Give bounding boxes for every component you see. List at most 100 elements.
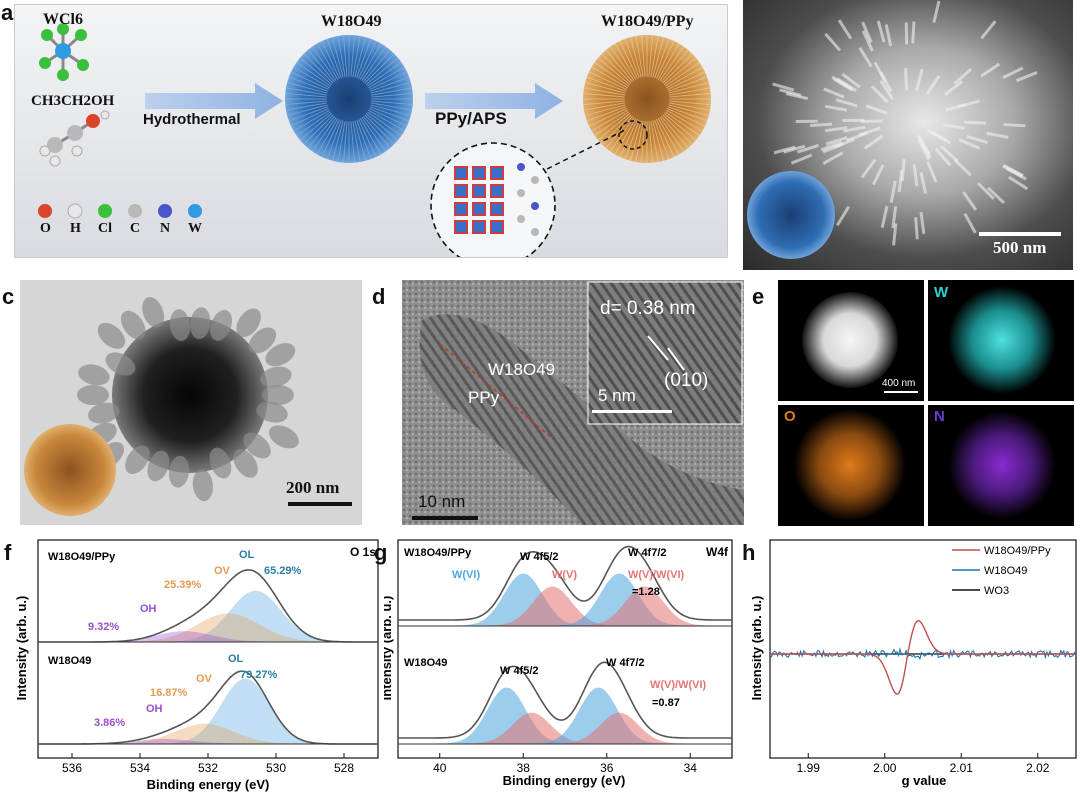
arrow-2-icon [425,83,563,119]
xps-w4f-chart: Intensity (arb. u.) Binding energy (eV) … [384,539,733,788]
f-tick-label: 532 [198,761,218,775]
g-orbital: W4f [706,545,729,559]
zoom-inset [430,142,556,268]
plot-frame-g [397,539,733,759]
g-tick-label: 34 [684,761,698,775]
arrow-1-icon [145,83,283,119]
f-bottom-sample: W18O49 [48,655,91,667]
g-tick-label: 40 [433,761,447,775]
panel-letter-e: e [752,284,765,309]
product-w18o49: W18O49 [321,13,382,30]
scale-label-c: 200 nm [286,478,340,497]
f-tick-label: 534 [130,761,150,775]
legend-label-w18o49: W18O49 [984,565,1027,577]
scale-bar-c [288,502,352,506]
f-ov-pct-top: 25.39% [164,579,202,591]
eds-maps: 400 nm W O N [778,280,1074,526]
precursor-ethanol: CH3CH2OH [31,93,115,109]
h-tick-label: 2.01 [950,761,974,775]
panel-letter-h: h [742,540,756,565]
map-label-o: O [784,408,796,425]
f-ov-label-bottom: OV [196,673,213,685]
w18o49-ppy-urchin-icon [583,35,711,163]
f-tick-label: 536 [62,761,82,775]
map-label-n: N [934,408,945,425]
g-w5-label: W(V) [552,569,577,581]
panel-letter-a: a [1,0,14,25]
g-peak2-bottom: W 4f7/2 [606,657,645,669]
legend-label-ppy: W18O49/PPy [984,545,1051,557]
g-ratio-bottom-label: W(V)/W(VI) [650,679,707,691]
ylabel-h: Intensity (arb. u.) [752,596,764,701]
g-top-sample: W18O49/PPy [404,547,472,559]
wcl6-molecule-icon [39,23,89,81]
g-ratio-bottom: =0.87 [652,697,680,709]
inset-scale-bar [592,410,672,413]
scale-label-b: 500 nm [993,238,1047,257]
g-peak2-top: W 4f7/2 [628,547,667,559]
legend-label-wo3: WO3 [984,585,1009,597]
h-tick-label: 2.02 [1026,761,1050,775]
hrtem-image: d= 0.38 nm (010) 5 nm W18O49 PPy 10 nm [402,280,744,525]
f-ol-pct-top: 65.29% [264,565,302,577]
map-label-w: W [934,284,949,301]
f-oh-pct-bottom: 3.86% [94,717,125,729]
plot-frame-h [769,539,1077,759]
f-ol-pct-bottom: 79.27% [240,669,278,681]
g-tick-label: 38 [517,761,531,775]
h-tick-label: 1.99 [797,761,821,775]
inset-scale-label: 5 nm [598,386,636,405]
xlabel-f: Binding energy (eV) [147,777,270,792]
core-label: W18O49 [488,360,556,379]
scale-bar-d [412,516,478,520]
tem-image: 200 nm [20,280,362,525]
g-envelope-0 [398,545,732,621]
ylabel-g: Intensity (arb. u.) [384,596,394,701]
ethanol-molecule-icon [39,110,110,167]
scale-label-e: 400 nm [882,378,916,389]
sem-image: 500 nm [743,0,1073,270]
panel-letter-d: d [372,284,386,309]
schematic-graphic [38,23,711,268]
f-oh-label-top: OH [140,603,157,615]
f-ol-label-bottom: OL [228,653,244,665]
h-series-w18o49-ppy [770,619,1076,695]
f-top-sample: W18O49/PPy [48,551,116,563]
step-ppy-aps: PPy/APS [435,109,507,128]
w18o49-urchin-icon [285,35,413,163]
product-w18o49-ppy: W18O49/PPy [601,13,694,30]
g-peak-1-2 [398,687,732,745]
epr-chart: Intensity (arb. u.) g value 1.99 2.00 2.01… [752,539,1077,788]
f-oh-pct-top: 9.32% [88,621,119,633]
g-peak1-bottom: W 4f5/2 [500,665,539,677]
g-bottom-sample: W18O49 [404,657,447,669]
sem-texture [747,0,1038,259]
f-ov-label-top: OV [214,565,231,577]
h-tick-label: 2.00 [873,761,897,775]
ylabel-f: Intensity (arb. u.) [14,596,29,701]
panel-letter-f: f [4,540,12,565]
xlabel-g: Binding energy (eV) [503,773,626,788]
f-ol-label-top: OL [239,549,255,561]
f-component-OV [38,723,378,745]
f-orbital: O 1s [350,545,376,559]
f-tick-label: 528 [334,761,354,775]
g-tick-label: 36 [600,761,614,775]
g-envelope-1 [398,661,732,739]
f-ov-pct-bottom: 16.87% [150,687,188,699]
panel-letter-g: g [374,540,388,565]
g-w6-label: W(VI) [452,569,480,581]
step-hydrothermal: Hydrothermal [143,111,241,128]
d-spacing-label: d= 0.38 nm [600,298,696,319]
f-oh-label-bottom: OH [146,703,163,715]
f-tick-label: 530 [266,761,286,775]
panel-letter-c: c [2,284,15,309]
schematic-panel: WCl6 CH3CH2OH Hydrothermal W18O49 PPy/AP… [14,4,728,268]
xlabel-h: g value [902,773,947,788]
plane-label: (010) [664,370,709,391]
crystal-structure-icon [454,163,539,236]
precursor-wcl6: WCl6 [43,11,83,28]
scale-label-d: 10 nm [418,492,466,511]
g-peak1-top: W 4f5/2 [520,551,559,563]
g-ratio-top: =1.28 [632,586,660,598]
